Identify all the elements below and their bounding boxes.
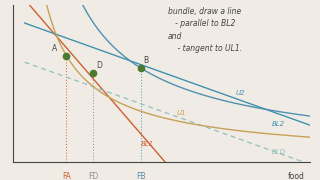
Text: food: food bbox=[288, 172, 304, 180]
Text: BLD: BLD bbox=[272, 149, 286, 155]
Text: bundle, draw a line
   - parallel to BL2
and
    - tangent to UL1.: bundle, draw a line - parallel to BL2 an… bbox=[168, 7, 242, 53]
Text: BL2: BL2 bbox=[272, 121, 285, 127]
Text: BL1: BL1 bbox=[141, 141, 154, 147]
Text: FA: FA bbox=[62, 172, 71, 180]
Text: FD: FD bbox=[88, 172, 98, 180]
Text: U1: U1 bbox=[177, 110, 186, 116]
Text: A: A bbox=[52, 44, 57, 53]
Text: D: D bbox=[96, 61, 102, 70]
Text: FB: FB bbox=[136, 172, 146, 180]
Text: U2: U2 bbox=[236, 90, 246, 96]
Text: B: B bbox=[144, 56, 149, 65]
